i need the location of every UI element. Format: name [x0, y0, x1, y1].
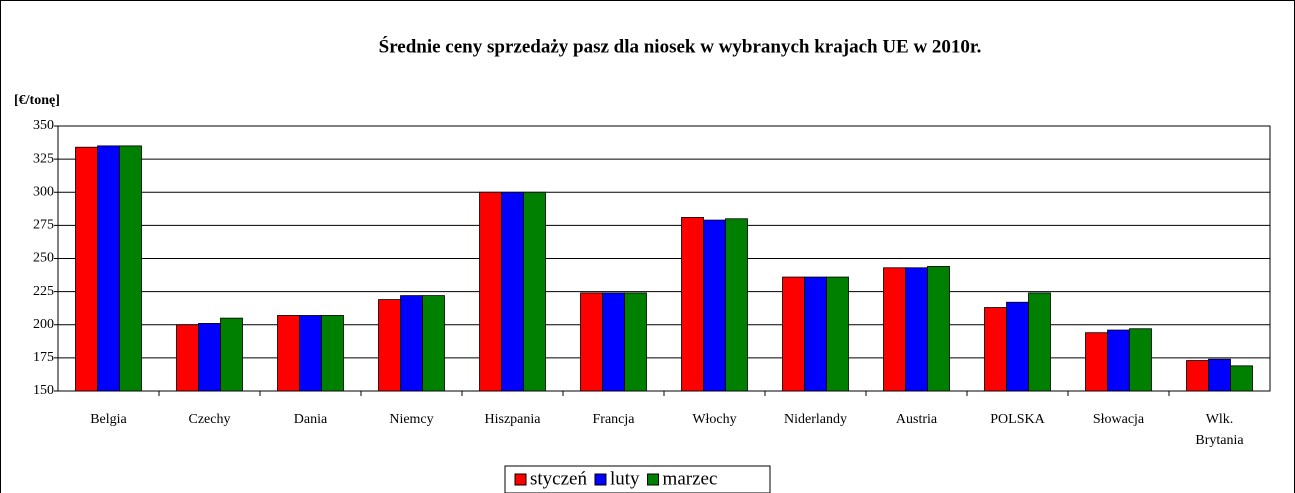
bar: [1129, 328, 1152, 392]
bar: [97, 145, 120, 392]
bar: [826, 276, 849, 392]
bar: [1028, 292, 1051, 392]
y-tick-label: 350: [33, 118, 54, 133]
y-tick-label: 150: [33, 383, 54, 398]
y-tick-label: 300: [33, 184, 54, 199]
bar: [75, 146, 98, 392]
bar: [400, 295, 423, 392]
legend-label: styczeń: [530, 468, 587, 489]
legend-swatch: [594, 473, 607, 486]
bar: [299, 315, 322, 392]
y-tick-label: 175: [33, 350, 54, 365]
bar: [1107, 329, 1130, 392]
bar: [883, 267, 906, 392]
legend-label: luty: [610, 468, 640, 489]
bar: [422, 295, 445, 392]
x-tick-label: Niderlandy: [784, 412, 847, 427]
y-tick-label: 325: [33, 151, 54, 166]
bar: [501, 191, 524, 392]
bar: [1085, 332, 1108, 392]
x-tick-label: Wlk. Brytania: [1195, 412, 1244, 448]
bar: [927, 266, 950, 392]
bar: [321, 315, 344, 392]
y-tick-label: 275: [33, 218, 54, 233]
bar: [198, 323, 221, 392]
x-tick-label: Austria: [895, 412, 938, 427]
bar: [1208, 358, 1231, 392]
bar: [580, 292, 603, 392]
y-tick-label: 250: [33, 251, 54, 266]
x-tick-label: POLSKA: [990, 412, 1045, 427]
x-tick-label: Hiszpania: [484, 412, 541, 427]
legend-swatch: [514, 473, 527, 486]
bar: [725, 218, 748, 392]
bar: [119, 145, 142, 392]
legend-swatch: [647, 473, 660, 486]
bar: [624, 292, 647, 392]
bar: [176, 324, 199, 392]
x-tick-label: Włochy: [692, 412, 737, 427]
y-tick-label: 200: [33, 317, 54, 332]
bar: [703, 219, 726, 392]
bar: [378, 299, 401, 392]
legend-label: marzec: [663, 468, 718, 489]
x-tick-label: Słowacja: [1092, 412, 1145, 427]
bar: [277, 315, 300, 392]
bar: [479, 191, 502, 392]
bar: [220, 317, 243, 392]
chart-title: Średnie ceny sprzedaży pasz dla niosek w…: [379, 35, 982, 57]
bar: [984, 307, 1007, 392]
x-tick-label: Niemcy: [389, 412, 434, 427]
bar: [905, 267, 928, 392]
legend-box: [504, 465, 771, 493]
bar: [782, 276, 805, 392]
bar: [602, 292, 625, 392]
bar: [681, 217, 704, 392]
bar: [804, 276, 827, 392]
x-tick-label: Dania: [293, 412, 328, 427]
y-axis-label: [€/tonę]: [14, 93, 60, 108]
y-tick-label: 225: [33, 284, 54, 299]
bar: [523, 191, 546, 392]
bar: [1230, 365, 1253, 392]
bar: [1006, 301, 1029, 392]
x-tick-label: Francja: [592, 412, 635, 427]
bar: [1186, 360, 1209, 392]
x-tick-label: Belgia: [90, 412, 127, 427]
x-tick-label: Czechy: [188, 412, 231, 427]
